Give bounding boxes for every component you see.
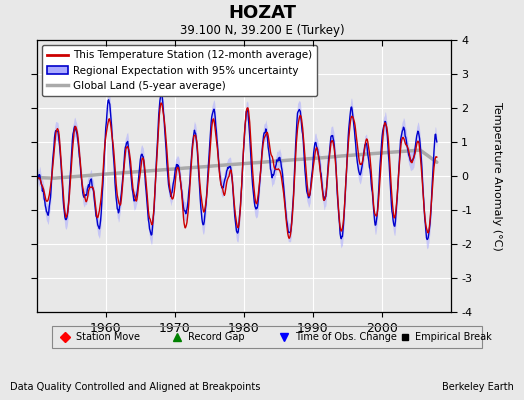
Text: Record Gap: Record Gap [188, 332, 244, 342]
Text: Time of Obs. Change: Time of Obs. Change [295, 332, 397, 342]
Text: HOZAT: HOZAT [228, 4, 296, 22]
Text: Empirical Break: Empirical Break [416, 332, 492, 342]
Text: 39.100 N, 39.200 E (Turkey): 39.100 N, 39.200 E (Turkey) [180, 24, 344, 37]
Text: Berkeley Earth: Berkeley Earth [442, 382, 514, 392]
Text: Station Move: Station Move [76, 332, 140, 342]
Legend: This Temperature Station (12-month average), Regional Expectation with 95% uncer: This Temperature Station (12-month avera… [42, 45, 318, 96]
Text: Data Quality Controlled and Aligned at Breakpoints: Data Quality Controlled and Aligned at B… [10, 382, 261, 392]
Y-axis label: Temperature Anomaly (°C): Temperature Anomaly (°C) [492, 102, 501, 250]
